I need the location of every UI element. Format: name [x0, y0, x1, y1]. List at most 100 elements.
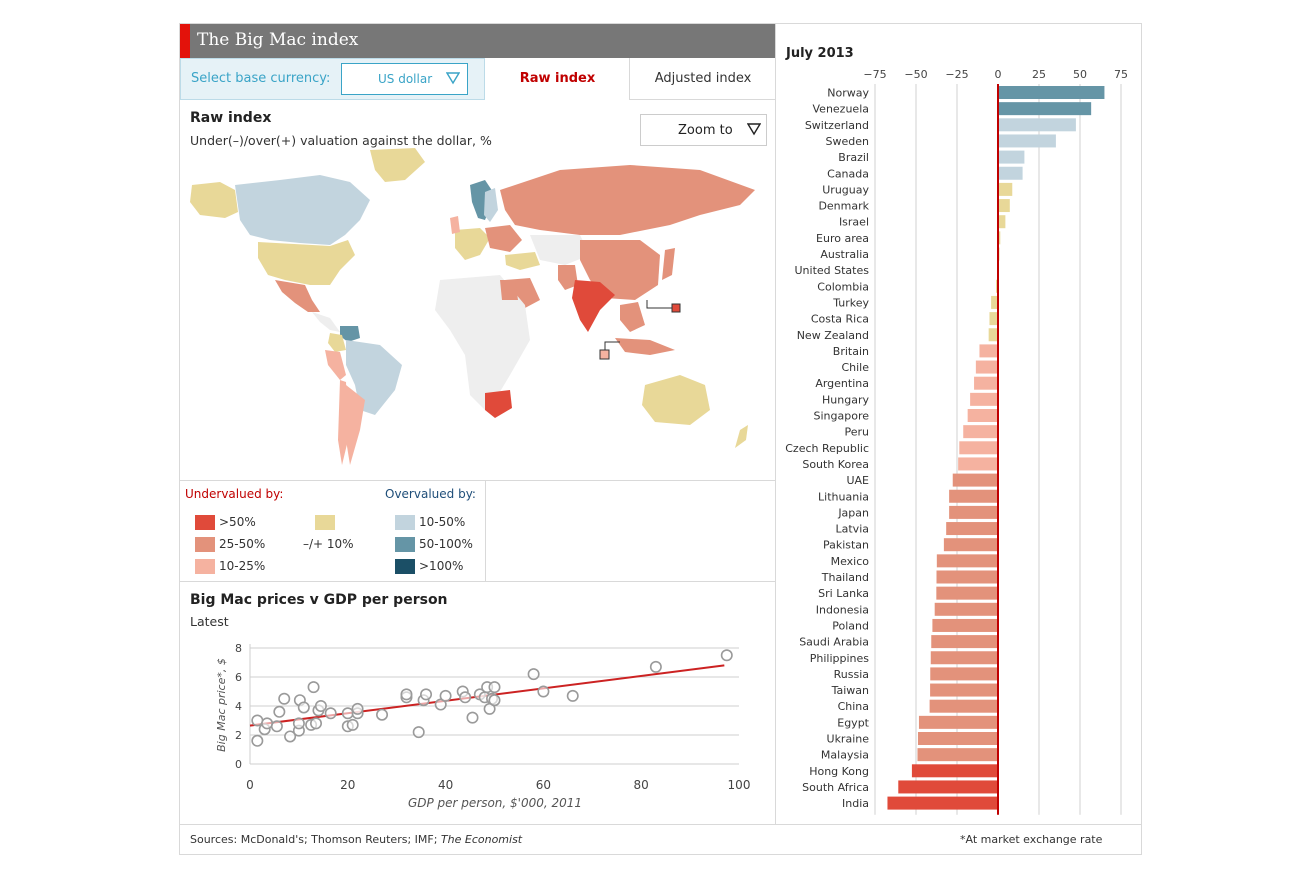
scatter-point[interactable] [314, 700, 327, 713]
bar-ukraine[interactable] [917, 732, 998, 745]
map-canada[interactable] [235, 175, 370, 245]
scatter-point[interactable] [376, 708, 389, 721]
bar-brazil[interactable] [998, 150, 1025, 164]
bar-india[interactable] [887, 796, 998, 810]
scatter-point[interactable] [459, 691, 472, 704]
scatter-point[interactable] [720, 649, 733, 662]
bar-sweden[interactable] [998, 134, 1056, 148]
scatter-point[interactable] [284, 730, 297, 743]
scatter-point[interactable] [412, 726, 425, 739]
map-new-zealand[interactable] [735, 425, 748, 448]
bar-south-africa[interactable] [898, 780, 998, 794]
map-africa[interactable] [435, 275, 530, 410]
bar-peru[interactable] [963, 425, 998, 439]
bar-argentina[interactable] [974, 376, 998, 390]
scatter-point[interactable] [537, 685, 550, 698]
scatter-point[interactable] [251, 734, 264, 747]
scatter-point[interactable] [566, 689, 579, 702]
bar-chile[interactable] [975, 360, 998, 374]
bar-poland[interactable] [932, 618, 998, 632]
scatter-point[interactable] [351, 702, 364, 715]
map-central-asia[interactable] [530, 235, 590, 265]
bar-saudi-arabia[interactable] [931, 635, 998, 649]
scatter-point[interactable] [324, 707, 337, 720]
map-britain[interactable] [450, 216, 460, 234]
bar-thailand[interactable] [936, 570, 999, 584]
scatter-point[interactable] [434, 698, 447, 711]
bar-russia[interactable] [930, 667, 998, 681]
map-japan[interactable] [662, 248, 675, 280]
map-greenland[interactable] [370, 148, 425, 182]
bar-japan[interactable] [949, 505, 998, 519]
bar-philippines[interactable] [930, 651, 998, 665]
bar-new-zealand[interactable] [988, 328, 998, 342]
bar-canada[interactable] [998, 166, 1023, 180]
tab-adjusted-index[interactable]: Adjusted index [629, 58, 775, 100]
map-southeast-asia[interactable] [620, 302, 645, 332]
map-mexico[interactable] [275, 280, 320, 312]
bar-switzerland[interactable] [998, 118, 1076, 132]
scatter-point[interactable] [346, 718, 359, 731]
bar-denmark[interactable] [998, 199, 1010, 213]
bar-mexico[interactable] [936, 554, 998, 568]
bar-pakistan[interactable] [943, 538, 998, 552]
map-russia[interactable] [500, 165, 755, 235]
bar-egypt[interactable] [918, 715, 998, 729]
map-venezuela[interactable] [340, 326, 360, 342]
map-turkey-middle-east[interactable] [505, 252, 540, 270]
map-chile[interactable] [338, 380, 348, 465]
scatter-point[interactable] [400, 688, 413, 701]
bar-china[interactable] [929, 699, 998, 713]
scatter-point[interactable] [466, 711, 479, 724]
bar-uae[interactable] [952, 473, 998, 487]
bar-hungary[interactable] [970, 392, 998, 406]
bar-taiwan[interactable] [930, 683, 998, 697]
bar-euro-area[interactable] [998, 231, 1001, 245]
map-sweden[interactable] [484, 188, 498, 222]
map-central-america[interactable] [312, 312, 340, 332]
map-pakistan[interactable] [558, 265, 578, 290]
map-alaska-canada-west[interactable] [190, 182, 238, 218]
bar-south-korea[interactable] [958, 457, 998, 471]
map-eastern-europe[interactable] [485, 225, 522, 252]
bar-costa-rica[interactable] [989, 312, 998, 326]
bar-sri-lanka[interactable] [936, 586, 998, 600]
scatter-point[interactable] [273, 705, 286, 718]
scatter-point[interactable] [251, 714, 264, 727]
map-south-africa[interactable] [485, 390, 512, 418]
tab-raw-index[interactable]: Raw index [485, 58, 630, 100]
map-india[interactable] [572, 280, 615, 332]
map-egypt[interactable] [500, 280, 518, 300]
bar-latvia[interactable] [946, 522, 998, 536]
scatter-point[interactable] [341, 707, 354, 720]
bar-singapore[interactable] [967, 409, 998, 422]
bar-hong-kong[interactable] [911, 764, 998, 778]
bar-czech-republic[interactable] [959, 441, 998, 455]
bar-uruguay[interactable] [998, 182, 1013, 196]
map-indonesia[interactable] [615, 338, 675, 355]
bar-turkey[interactable] [991, 295, 998, 309]
scatter-point[interactable] [439, 689, 452, 702]
map-australia[interactable] [642, 375, 710, 425]
bar-britain[interactable] [979, 344, 998, 358]
callout-hong-kong[interactable] [646, 300, 681, 313]
scatter-point[interactable] [297, 701, 310, 714]
scatter-point[interactable] [307, 681, 320, 694]
bar-malaysia[interactable] [917, 748, 998, 762]
bar-israel[interactable] [998, 215, 1006, 229]
scatter-point[interactable] [310, 717, 323, 730]
map-colombia[interactable] [328, 333, 346, 352]
map-europe[interactable] [455, 228, 490, 260]
scatter-point[interactable] [488, 694, 501, 707]
world-map[interactable] [180, 140, 775, 475]
scatter-point[interactable] [270, 720, 283, 733]
map-peru[interactable] [325, 350, 346, 380]
bar-norway[interactable] [998, 86, 1105, 99]
bar-indonesia[interactable] [934, 602, 998, 616]
scatter-point[interactable] [527, 668, 540, 681]
map-argentina[interactable] [346, 385, 365, 465]
scatter-point[interactable] [278, 692, 291, 705]
scatter-point[interactable] [292, 717, 305, 730]
scatter-point[interactable] [420, 688, 433, 701]
scatter-point[interactable] [649, 660, 662, 673]
